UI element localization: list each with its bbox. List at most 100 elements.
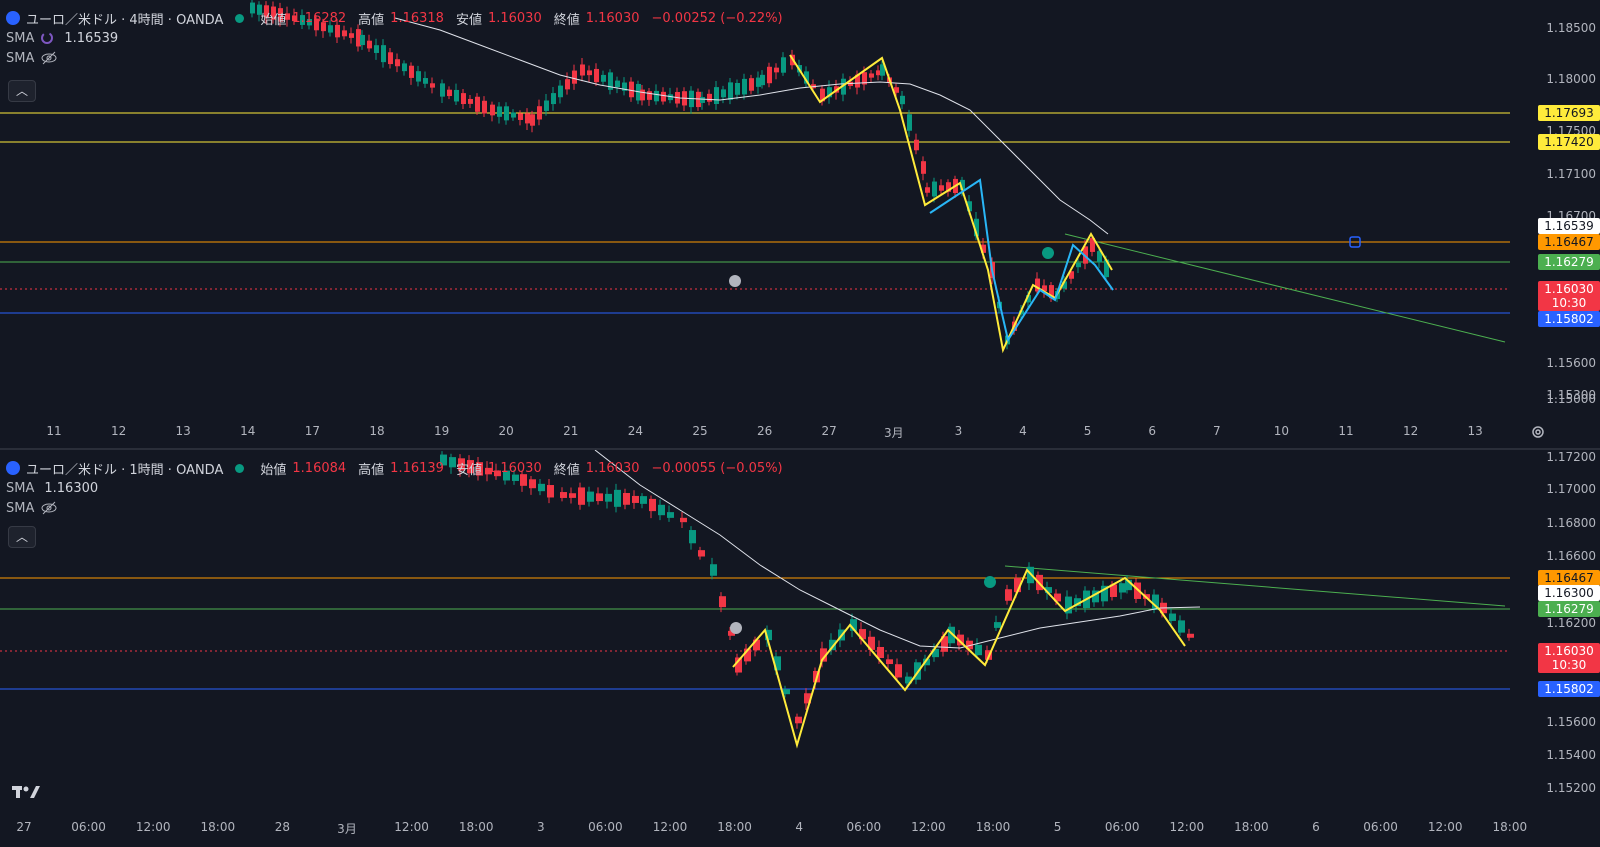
- price-tag-green: 1.16279: [1538, 254, 1600, 270]
- trendline-green[interactable]: [1004, 565, 1506, 607]
- candle: [475, 96, 480, 112]
- candle: [454, 89, 459, 102]
- drawing-handle[interactable]: [1349, 236, 1361, 248]
- indicator-sma-2[interactable]: SMA: [6, 498, 783, 518]
- eye-hidden-icon[interactable]: [40, 51, 58, 65]
- candle: [640, 496, 647, 504]
- candle: [960, 179, 965, 191]
- candle: [994, 622, 1001, 628]
- symbol-title[interactable]: ユーロ／米ドル · 1時間 · OANDA: [26, 462, 224, 478]
- candle: [423, 78, 428, 84]
- pane-separator[interactable]: [0, 448, 1600, 450]
- collapse-legend-button[interactable]: ︿: [8, 80, 36, 102]
- high-label: 高値: [358, 12, 385, 28]
- price-tag-orange: 1.16467: [1538, 234, 1600, 250]
- zigzag-yellow-4h[interactable]: [789, 54, 1113, 354]
- indicator-sma-1[interactable]: SMA 1.16300: [6, 478, 783, 498]
- open-value: 1.16282: [292, 10, 347, 26]
- time-axis-1h[interactable]: 27 06:00 12:00 18:00 28 3月 12:00 18:00 3 06:00 12:…: [0, 816, 1527, 838]
- zigzag-yellow-1h[interactable]: [732, 568, 1186, 749]
- zigzag-cyan-4h[interactable]: [929, 178, 1114, 343]
- time-label: 27: [821, 424, 837, 438]
- tradingview-logo[interactable]: [12, 782, 42, 802]
- candle: [349, 33, 354, 38]
- indicator-sma-2[interactable]: SMA: [6, 48, 783, 68]
- price-tag-blue: 1.15802: [1538, 311, 1600, 327]
- time-label: 06:00: [588, 820, 623, 834]
- trendline-green[interactable]: [1064, 233, 1506, 343]
- candle: [381, 45, 386, 63]
- plot-area-1h[interactable]: [0, 450, 1600, 847]
- candle: [749, 78, 754, 91]
- chart-pane-1h[interactable]: ユーロ／米ドル · 1時間 · OANDA 始値 1.16084 高値 1.1613…: [0, 450, 1600, 847]
- change-value: −0.00252 (−0.22%): [651, 10, 783, 26]
- close-value: 1.16030: [585, 460, 640, 476]
- price-label: 1.17200: [1546, 450, 1596, 464]
- indicator-name: SMA: [6, 30, 35, 46]
- collapse-legend-button[interactable]: ︿: [8, 526, 36, 548]
- last-price: 1.16030: [1544, 644, 1594, 658]
- time-label: 5: [1053, 820, 1062, 834]
- candle: [608, 72, 613, 90]
- time-label: 3月: [337, 822, 357, 836]
- candle: [827, 87, 832, 98]
- candle: [416, 71, 421, 82]
- price-tag-orange: 1.16467: [1538, 570, 1600, 586]
- candle: [742, 78, 747, 95]
- candle: [966, 640, 973, 650]
- gear-icon[interactable]: [1530, 424, 1546, 440]
- candle: [760, 74, 765, 86]
- time-label: 11: [46, 424, 62, 438]
- candle: [1019, 310, 1024, 315]
- candle: [1076, 262, 1081, 268]
- time-label: 27: [16, 820, 32, 834]
- time-label: 17: [304, 424, 321, 438]
- candle: [1014, 577, 1021, 593]
- candle: [1065, 596, 1072, 614]
- price-axis-1h[interactable]: 1.17200 1.17000 1.16800 1.16600 1.16200 …: [1516, 450, 1600, 847]
- price-axis-4h[interactable]: 1.18500 1.18000 1.17500 1.17100 1.16700 …: [1516, 0, 1600, 420]
- bar-countdown: 10:30: [1551, 296, 1587, 310]
- candle: [781, 57, 786, 73]
- alert-clock-icon[interactable]: [729, 275, 741, 287]
- candle: [468, 98, 473, 104]
- candle: [728, 630, 735, 636]
- symbol-title[interactable]: ユーロ／米ドル · 4時間 · OANDA: [26, 12, 224, 28]
- candle: [876, 70, 881, 76]
- candle: [623, 493, 630, 505]
- time-label: 26: [756, 424, 773, 438]
- candle: [461, 93, 466, 105]
- candle: [804, 71, 809, 84]
- price-tag-green: 1.16279: [1538, 601, 1600, 617]
- candle: [886, 659, 893, 665]
- candle: [388, 52, 393, 65]
- candle: [1074, 598, 1081, 607]
- alert-clock-icon[interactable]: [730, 622, 742, 634]
- time-label: 28: [274, 820, 291, 834]
- time-label: 12: [110, 424, 127, 438]
- low-value: 1.16030: [487, 460, 542, 476]
- high-value: 1.16318: [390, 10, 444, 26]
- indicator-sma-1[interactable]: SMA 1.16539: [6, 28, 783, 48]
- eye-hidden-icon[interactable]: [40, 501, 58, 515]
- indicator-value: 1.16300: [44, 480, 99, 496]
- chart-pane-4h[interactable]: ユーロ／米ドル · 4時間 · OANDA 始値 1.16282 高値 1.1631…: [0, 0, 1600, 448]
- candle: [250, 2, 255, 14]
- time-label: 18:00: [975, 820, 1011, 834]
- time-label: 06:00: [1363, 820, 1398, 834]
- candle: [440, 83, 445, 97]
- candle: [1125, 579, 1132, 591]
- alert-clock-icon-green[interactable]: [984, 576, 996, 588]
- candle: [1092, 590, 1099, 603]
- candle: [530, 114, 535, 126]
- price-tag-yellow-1: 1.17693: [1538, 105, 1600, 121]
- plot-area-4h[interactable]: [0, 0, 1600, 448]
- candle: [587, 491, 594, 502]
- candle: [658, 504, 665, 516]
- close-value: 1.16030: [585, 10, 640, 26]
- time-axis-4h[interactable]: 11 12 13 14 17 18 19 20 21 24 25 26 27 3月 3 4 5 6 7 10 11 12 1…: [0, 420, 1510, 442]
- candle: [409, 65, 414, 78]
- alert-clock-icon-green[interactable]: [1042, 247, 1054, 259]
- candle: [925, 187, 930, 193]
- price-tag-sma: 1.16300: [1538, 585, 1600, 601]
